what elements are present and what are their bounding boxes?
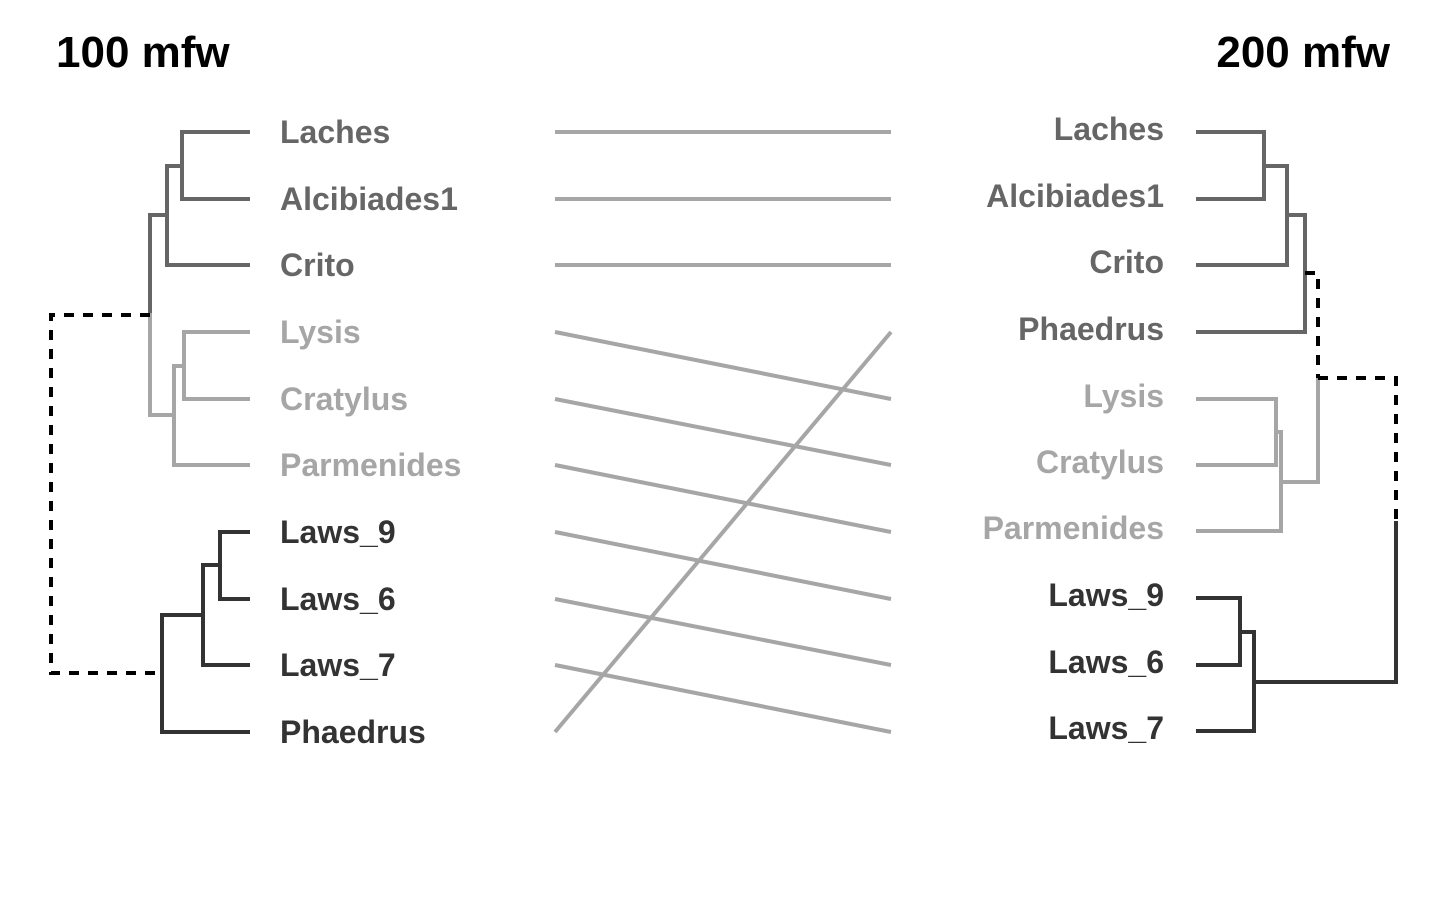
left-leaf-laches: Laches — [280, 114, 390, 150]
right-branch-laws7-merge — [1196, 630, 1256, 733]
left-branch-laws7-merge — [201, 563, 250, 667]
left-dendrogram — [49, 130, 250, 734]
right-leaf-laws-6: Laws_6 — [1048, 644, 1164, 680]
left-leaf-laws-9: Laws_9 — [280, 514, 396, 550]
right-branch-parmenides-merge — [1196, 430, 1283, 533]
left-leaf-alcibiades1: Alcibiades1 — [280, 181, 458, 217]
right-branch-lysis-cratylus — [1196, 397, 1278, 467]
right-branch-group2-stem — [1279, 376, 1320, 484]
right-leaf-phaedrus: Phaedrus — [1018, 311, 1164, 347]
left-branch-group1-stem — [148, 213, 169, 317]
right-leaf-lysis: Lysis — [1083, 378, 1164, 414]
left-leaf-cratylus: Cratylus — [280, 381, 408, 417]
right-leaf-labels: Laches Alcibiades1 Crito Phaedrus Lysis Craty… — [983, 111, 1164, 746]
left-branch-laws9-laws6 — [218, 530, 250, 601]
left-branch-crito-merge — [165, 164, 250, 267]
left-branch-lysis-cratylus — [182, 330, 250, 401]
connector-lysis — [554, 330, 892, 401]
connector-phaedrus — [553, 330, 893, 734]
left-leaf-parmenides: Parmenides — [280, 447, 461, 483]
left-leaf-laws-6: Laws_6 — [280, 581, 396, 617]
connector-laws-7 — [554, 663, 892, 734]
right-leaf-laches: Laches — [1054, 111, 1164, 147]
right-leaf-crito: Crito — [1089, 244, 1164, 280]
connector-cratylus — [554, 397, 892, 467]
left-branch-laches-alcibiades — [180, 130, 250, 201]
right-branch-laws9-laws6 — [1196, 596, 1242, 667]
right-leaf-parmenides: Parmenides — [983, 510, 1164, 546]
right-root-dashed-link — [1318, 376, 1398, 523]
right-leaf-laws-7: Laws_7 — [1048, 710, 1164, 746]
left-leaf-phaedrus: Phaedrus — [280, 714, 426, 750]
left-branch-phaedrus-merge — [160, 613, 250, 734]
left-leaf-laws-7: Laws_7 — [280, 647, 396, 683]
tanglegram-connectors — [553, 130, 893, 734]
right-leaf-cratylus: Cratylus — [1036, 444, 1164, 480]
right-branch-crito-merge — [1196, 164, 1289, 267]
right-panel-title: 200 mfw — [1216, 28, 1390, 77]
connector-laws-6 — [554, 597, 892, 667]
right-leaf-laws-9: Laws_9 — [1048, 577, 1164, 613]
left-leaf-labels: Laches Alcibiades1 Crito Lysis Cratylus Parme… — [280, 114, 461, 750]
connector-laws-9 — [554, 530, 892, 601]
right-dendrogram — [1196, 130, 1398, 733]
left-branch-group2-stem — [148, 313, 176, 417]
left-leaf-lysis: Lysis — [280, 314, 361, 350]
right-branch-group3-stem — [1252, 521, 1398, 684]
right-branch-laches-alcibiades — [1196, 130, 1266, 201]
connector-parmenides — [554, 463, 892, 534]
right-leaf-alcibiades1: Alcibiades1 — [986, 178, 1164, 214]
left-leaf-crito: Crito — [280, 247, 355, 283]
left-root-dashed-link — [49, 313, 162, 675]
left-panel-title: 100 mfw — [56, 28, 230, 77]
right-dashed-link-group1 — [1305, 271, 1320, 378]
